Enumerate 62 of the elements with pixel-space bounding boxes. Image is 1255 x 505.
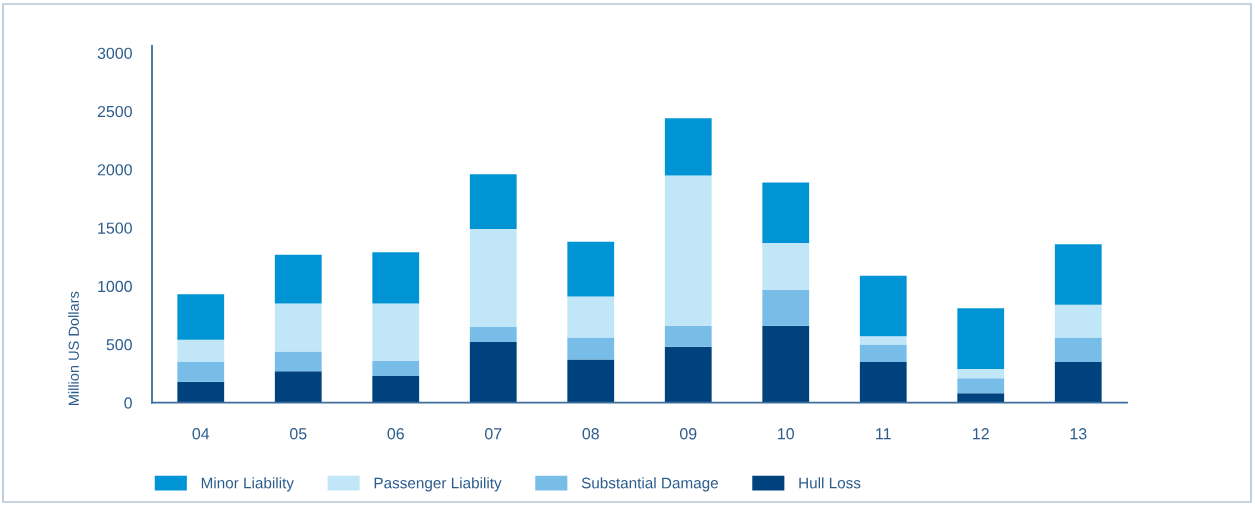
legend-label: Passenger Liability (374, 477, 502, 492)
bar (274, 303, 322, 352)
x-tick-label: 07 (484, 428, 502, 440)
bar (762, 289, 810, 326)
bar (859, 344, 907, 362)
bar (372, 360, 420, 376)
bar (567, 296, 615, 338)
bar (372, 252, 420, 304)
bar (372, 303, 420, 361)
y-tick-label: 2000 (97, 164, 132, 176)
bar (177, 294, 225, 340)
y-tick-label: 500 (106, 339, 132, 351)
bar (664, 346, 712, 403)
bar (274, 371, 322, 403)
bar (567, 337, 615, 360)
x-tick-label: 04 (192, 428, 210, 440)
y-tick-label: 2500 (97, 105, 132, 118)
bar (177, 361, 225, 382)
bar (469, 229, 517, 327)
legend-label: Minor Liability (201, 477, 294, 492)
bar (1054, 337, 1102, 362)
bar (664, 325, 712, 347)
x-tick-label: 11 (876, 428, 891, 440)
bar (1054, 304, 1102, 338)
x-tick-label: 09 (679, 428, 697, 440)
bar (859, 275, 907, 337)
bar (1054, 361, 1102, 403)
bar (1054, 244, 1102, 305)
x-tick-label: 08 (582, 428, 599, 440)
bar (664, 175, 712, 326)
bar (567, 359, 615, 403)
bar (762, 182, 810, 243)
bar (469, 326, 517, 343)
bar (274, 254, 322, 304)
y-tick-label: 1000 (98, 280, 132, 293)
y-axis-title: Million US Dollars (68, 291, 79, 406)
x-tick-label: 06 (387, 428, 404, 440)
bar (957, 393, 1005, 403)
bar (274, 351, 322, 372)
legend-label: Substantial Damage (581, 477, 718, 492)
bar (469, 342, 517, 403)
bar (177, 381, 225, 403)
y-tick-label: 0 (124, 397, 132, 409)
y-tick-label: 1500 (98, 222, 132, 234)
x-tick-label: 13 (1070, 428, 1087, 440)
bar (957, 378, 1005, 394)
bar (957, 368, 1005, 379)
bar (177, 339, 225, 362)
bar (567, 241, 615, 297)
bar (859, 361, 907, 403)
bar (469, 174, 517, 230)
legend-label: Hull Loss (799, 477, 861, 489)
bar (762, 325, 810, 403)
bar (859, 336, 907, 345)
y-tick-label: 3000 (97, 47, 132, 59)
x-tick-label: 12 (973, 428, 989, 440)
x-tick-label: 05 (289, 428, 307, 440)
bar (372, 375, 420, 403)
x-tick-label: 10 (778, 428, 795, 440)
bar (664, 118, 712, 176)
bar (957, 308, 1005, 369)
bar (762, 243, 810, 290)
